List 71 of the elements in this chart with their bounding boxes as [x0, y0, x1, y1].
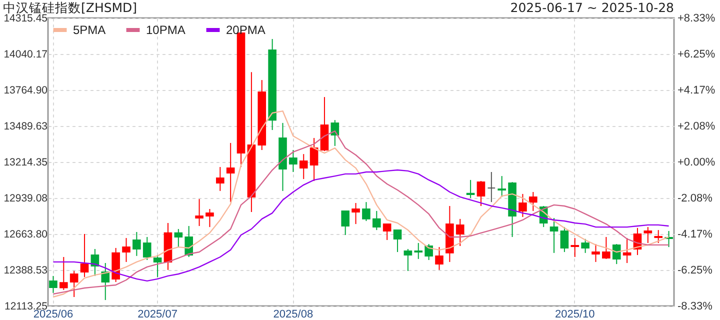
candlestick [560, 226, 569, 253]
y2-tick-label: +8.33% [678, 12, 716, 24]
y2-tick-label: -2.08% [678, 192, 713, 204]
y2-tick-label: -8.33% [678, 300, 713, 312]
candlestick [654, 230, 662, 244]
candlestick [487, 171, 496, 203]
y-tick-label: 12388.53 [4, 264, 48, 276]
candlestick [60, 256, 68, 290]
candlestick [153, 254, 162, 278]
candlestick [435, 246, 444, 270]
x-tick-label: 2025/10 [555, 308, 595, 320]
x-tick-label: 2025/08 [273, 308, 314, 320]
candlestick [612, 244, 621, 265]
candlestick [456, 218, 464, 247]
candlestick [299, 154, 308, 180]
candlestick [498, 176, 506, 198]
candlestick [341, 210, 350, 236]
y2-tick-label: +0.00% [678, 156, 716, 168]
y-tick-label: 14040.17 [4, 48, 48, 60]
y-tick-label: 12939.08 [4, 192, 48, 204]
line-series [52, 169, 670, 282]
candlestick [122, 238, 130, 262]
y2-tick-label: -4.17% [678, 228, 713, 241]
candlestick [404, 248, 412, 272]
candlestick [570, 238, 580, 258]
candlestick [174, 228, 183, 248]
y-tick-label: 12663.80 [4, 228, 48, 240]
legend-label: 10PMA [146, 23, 186, 37]
legend-label: 20PMA [226, 23, 266, 37]
chart-title: 中汉锰硅指数[ZHSMD] [3, 0, 138, 15]
candlestick [529, 191, 538, 212]
candlestick [70, 270, 78, 298]
candlestick [424, 244, 433, 260]
y-tick-label: 13489.63 [4, 120, 48, 132]
y2-tick-label: -6.25% [678, 264, 713, 277]
candlestick [518, 193, 527, 218]
candlestick [352, 202, 360, 225]
y2-tick-label: +6.25% [678, 48, 716, 60]
candlestick [372, 210, 381, 231]
candlestick [393, 230, 402, 253]
candlestick [362, 202, 370, 222]
y2-tick-label: +4.17% [678, 84, 716, 96]
y-tick-label: 13214.35 [4, 156, 48, 168]
candlestick [80, 233, 89, 278]
candlestick [466, 179, 475, 199]
y2-tick-label: +2.08% [678, 120, 716, 133]
candlestick [644, 226, 652, 244]
candlestick [142, 236, 152, 260]
candlestick [602, 236, 610, 260]
candlestick [476, 180, 486, 206]
candlestick [310, 137, 318, 182]
candlestick [382, 224, 392, 240]
candlestick [622, 238, 632, 264]
y-tick-label: 13764.90 [4, 84, 48, 96]
candlestick [414, 242, 423, 260]
chart-subtitle: 2025-06-17 ~ 2025-10-28 [510, 0, 674, 15]
x-tick-label: 2025/06 [33, 308, 74, 320]
candlestick [216, 166, 224, 192]
candlestick [132, 232, 141, 256]
candlestick [581, 238, 590, 254]
x-tick-label: 2025/07 [138, 308, 178, 320]
candlestick [592, 244, 600, 262]
y-tick-label: 14315.45 [4, 12, 48, 24]
candlestick [195, 198, 204, 226]
candlestick [550, 218, 558, 254]
candlestick [101, 262, 110, 301]
legend-label: 5PMA [73, 23, 106, 37]
candlestick [289, 150, 298, 172]
candlestick [49, 275, 58, 294]
candlestick [206, 208, 214, 228]
candlestick [226, 142, 235, 203]
